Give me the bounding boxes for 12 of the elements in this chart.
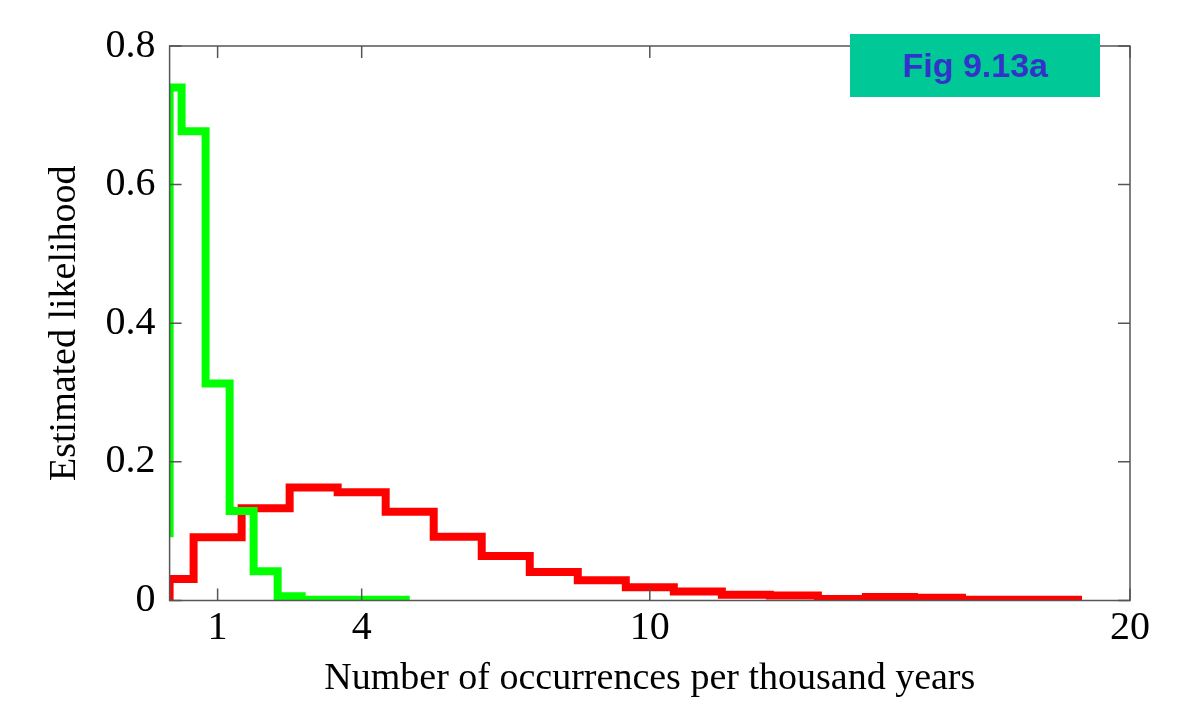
x-tick-label: 10 [629, 602, 670, 648]
annotation: Fig 9.13a [850, 34, 1100, 97]
y-tick-label: 0.6 [105, 159, 156, 205]
x-tick-label: 1 [207, 602, 228, 648]
y-axis-title: Estimated likelihood [40, 165, 83, 481]
x-tick-label: 20 [1110, 602, 1150, 648]
x-axis-title: Number of occurrences per thousand years [324, 655, 976, 698]
y-tick-label: 0 [135, 574, 156, 620]
y-tick-label: 0.4 [105, 297, 156, 343]
y-tick-label: 0.8 [105, 20, 156, 66]
x-tick-label: 4 [351, 602, 372, 648]
y-tick-label: 0.2 [105, 436, 156, 482]
